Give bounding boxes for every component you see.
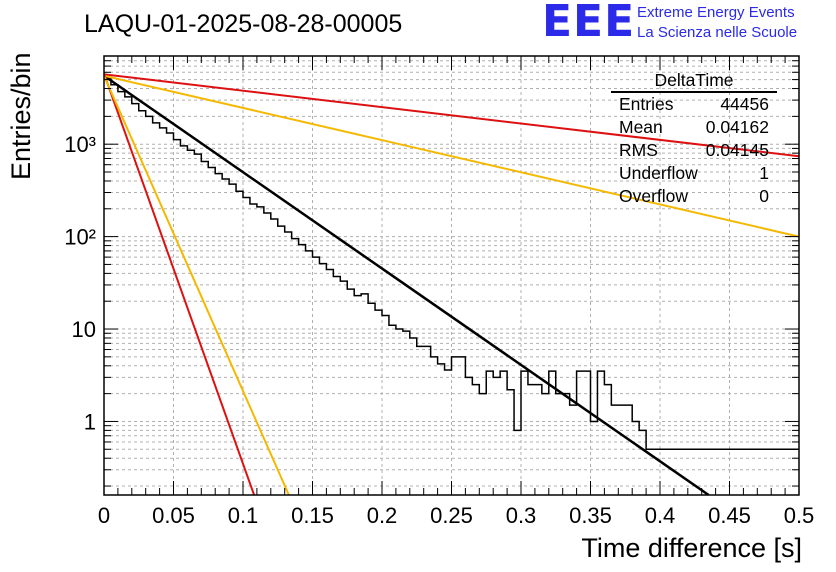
stats-label: Underflow [619, 163, 698, 183]
x-tick-label: 0.35 [569, 503, 612, 528]
x-tick-label: 0.05 [152, 503, 195, 528]
x-tick-label: 0.25 [430, 503, 473, 528]
stats-value: 0.04162 [705, 117, 769, 137]
stats-title: DeltaTime [611, 70, 777, 93]
stats-row: Overflow 0 [611, 185, 777, 208]
eee-logo: EEE [542, 0, 636, 47]
curve-orange-slow [104, 74, 799, 238]
y-tick-label: 10³ [64, 132, 96, 157]
x-tick-label: 0.3 [506, 503, 537, 528]
stats-value: 1 [759, 163, 769, 183]
y-tick-label: 1 [84, 409, 96, 434]
curve-orange-fast [104, 75, 290, 495]
stats-label: RMS [619, 140, 658, 160]
x-tick-label: 0.15 [291, 503, 334, 528]
stats-label: Overflow [619, 186, 689, 206]
x-tick-label: 0.2 [367, 503, 398, 528]
stats-value: 0.04145 [705, 140, 769, 160]
run-title: LAQU-01-2025-08-28-00005 [84, 10, 403, 38]
y-axis-label: Entries/bin [6, 52, 36, 180]
stats-row: Mean 0.04162 [611, 116, 777, 139]
stats-label: Entries [619, 94, 674, 114]
x-tick-label: 0.4 [645, 503, 676, 528]
x-tick-label: 0.1 [228, 503, 259, 528]
stats-value: 44456 [720, 94, 769, 114]
stats-box: DeltaTime Entries 44456 Mean 0.04162 RMS 0.… [611, 70, 777, 208]
histogram-steps [104, 77, 799, 451]
stats-row: Entries 44456 [611, 93, 777, 116]
logo-subtitle-1: Extreme Energy Events [637, 4, 795, 21]
stats-row: RMS 0.04145 [611, 139, 777, 162]
x-tick-label: 0.45 [708, 503, 751, 528]
stats-row: Underflow 1 [611, 162, 777, 185]
y-tick-label: 10 [72, 317, 96, 342]
x-tick-label: 0 [98, 503, 110, 528]
logo-subtitle-2: La Scienza nelle Scuole [637, 24, 798, 41]
curve-red-fast [104, 73, 256, 495]
x-tick-label: 0.5 [784, 503, 815, 528]
stats-label: Mean [619, 117, 663, 137]
x-axis-label: Time difference [s] [581, 533, 802, 563]
y-tick-label: 10² [64, 225, 96, 250]
stats-value: 0 [759, 186, 769, 206]
curve-red-slow [104, 73, 799, 158]
curve-fit [104, 74, 710, 495]
